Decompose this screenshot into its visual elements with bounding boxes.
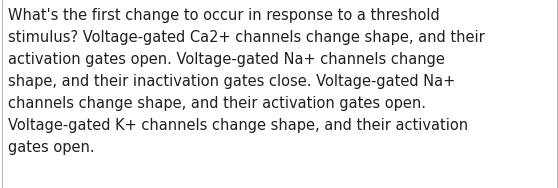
Text: gates open.: gates open.	[8, 140, 95, 155]
Text: Voltage-gated K+ channels change shape, and their activation: Voltage-gated K+ channels change shape, …	[8, 118, 468, 133]
Text: stimulus? Voltage-gated Ca2+ channels change shape, and their: stimulus? Voltage-gated Ca2+ channels ch…	[8, 30, 485, 45]
Text: shape, and their inactivation gates close. Voltage-gated Na+: shape, and their inactivation gates clos…	[8, 74, 455, 89]
Text: What's the first change to occur in response to a threshold: What's the first change to occur in resp…	[8, 8, 440, 23]
Text: channels change shape, and their activation gates open.: channels change shape, and their activat…	[8, 96, 426, 111]
Text: activation gates open. Voltage-gated Na+ channels change: activation gates open. Voltage-gated Na+…	[8, 52, 445, 67]
